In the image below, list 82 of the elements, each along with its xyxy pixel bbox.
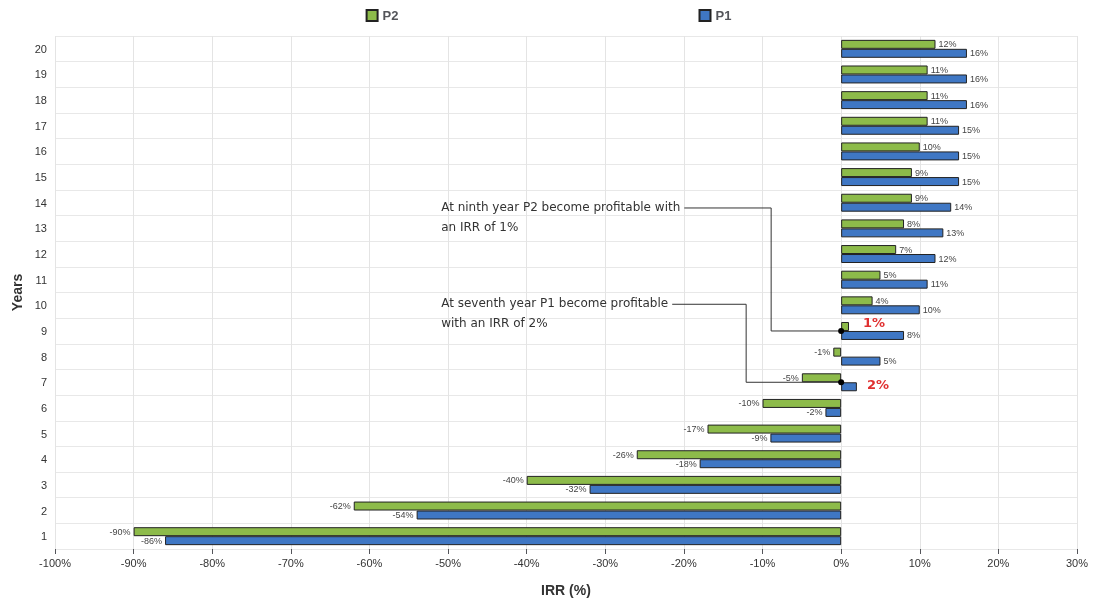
data-label: -5% (782, 372, 799, 383)
y-tick-label: 4 (40, 453, 47, 466)
data-label: 5% (883, 270, 897, 281)
y-tick-label: 5 (40, 427, 47, 440)
data-label: 9% (914, 193, 928, 204)
y-tick-label: 1 (40, 530, 47, 543)
x-tick-label: 10% (908, 556, 931, 569)
y-tick-label: 8 (40, 350, 47, 363)
bar (841, 382, 857, 392)
data-label: -1% (814, 347, 831, 358)
y-tick-label: 13 (34, 222, 47, 235)
data-label: 15% (962, 150, 981, 161)
y-tick-label: 3 (40, 478, 47, 491)
data-label: 10% (922, 304, 941, 315)
data-label: 10% (922, 141, 941, 152)
x-tick-label: -100% (39, 556, 72, 569)
bar (801, 373, 842, 383)
data-label: 13% (946, 227, 965, 238)
y-tick-label: 7 (40, 376, 47, 389)
x-axis-title: IRR (%) (541, 582, 591, 598)
data-label: 15% (962, 125, 981, 136)
data-label: 5% (883, 356, 897, 367)
data-label: -62% (329, 501, 351, 512)
legend-label: P1 (715, 8, 732, 23)
y-tick-label: 20 (34, 42, 47, 55)
data-label: 14% (954, 202, 973, 213)
x-tick-label: -20% (671, 556, 697, 569)
y-tick-label: 11 (35, 273, 47, 286)
x-tick-label: -70% (278, 556, 304, 569)
annotation: At ninth year P2 become profitable with an IRR of 1% (441, 198, 682, 236)
x-tick-label: -60% (356, 556, 383, 569)
data-label: 16% (969, 48, 988, 59)
data-label: -32% (565, 484, 587, 495)
data-label: -40% (502, 475, 524, 486)
y-tick-label: 6 (40, 401, 47, 414)
y-tick-label: 15 (34, 171, 47, 184)
y-tick-label: 14 (34, 196, 47, 209)
y-tick-label: 9 (40, 324, 47, 337)
annotation: 2% (866, 377, 889, 393)
annotation: 1% (863, 314, 886, 330)
y-tick-label: 19 (34, 68, 47, 81)
x-tick-label: -80% (199, 556, 226, 569)
data-label: -26% (612, 449, 634, 460)
x-tick-label: -50% (435, 556, 462, 569)
x-tick-label: 20% (987, 556, 1010, 569)
data-label: 9% (914, 167, 928, 178)
y-tick-label: 18 (34, 94, 47, 107)
x-tick-label: 0% (833, 556, 850, 569)
data-label: 11% (930, 279, 948, 290)
y-axis-title: Years (8, 273, 25, 312)
data-label: 8% (907, 330, 921, 341)
data-label: 16% (969, 73, 988, 84)
data-label: 11% (930, 90, 948, 101)
data-label: 16% (969, 99, 988, 110)
data-label: -54% (392, 510, 414, 521)
data-label: 11% (930, 64, 948, 75)
data-label: -90% (109, 526, 131, 537)
data-label: 11% (930, 116, 948, 127)
data-label: -9% (751, 433, 768, 444)
data-label: -10% (738, 398, 760, 409)
x-tick-label: -30% (592, 556, 619, 569)
data-label: -17% (683, 424, 705, 435)
data-label: 12% (938, 253, 957, 264)
x-tick-label: -40% (513, 556, 540, 569)
y-tick-label: 12 (34, 248, 47, 261)
y-tick-label: 16 (34, 145, 47, 158)
y-tick-label: 2 (40, 504, 47, 517)
data-label: -86% (141, 535, 163, 546)
legend-label: P2 (382, 8, 399, 23)
x-tick-label: 30% (1065, 556, 1089, 569)
data-label: 15% (962, 176, 981, 187)
y-tick-label: 17 (34, 119, 47, 132)
data-label: 7% (899, 244, 913, 255)
x-tick-label: -90% (120, 556, 147, 569)
y-tick-label: 10 (34, 299, 47, 312)
data-label: 8% (907, 218, 921, 229)
data-label: -18% (675, 458, 697, 469)
x-tick-label: -10% (749, 556, 776, 569)
data-label: 12% (938, 39, 957, 50)
annotation: At seventh year P1 become profitable with an IRR of 2% (441, 295, 670, 333)
data-label: -2% (806, 407, 823, 418)
data-label: 4% (875, 295, 889, 306)
